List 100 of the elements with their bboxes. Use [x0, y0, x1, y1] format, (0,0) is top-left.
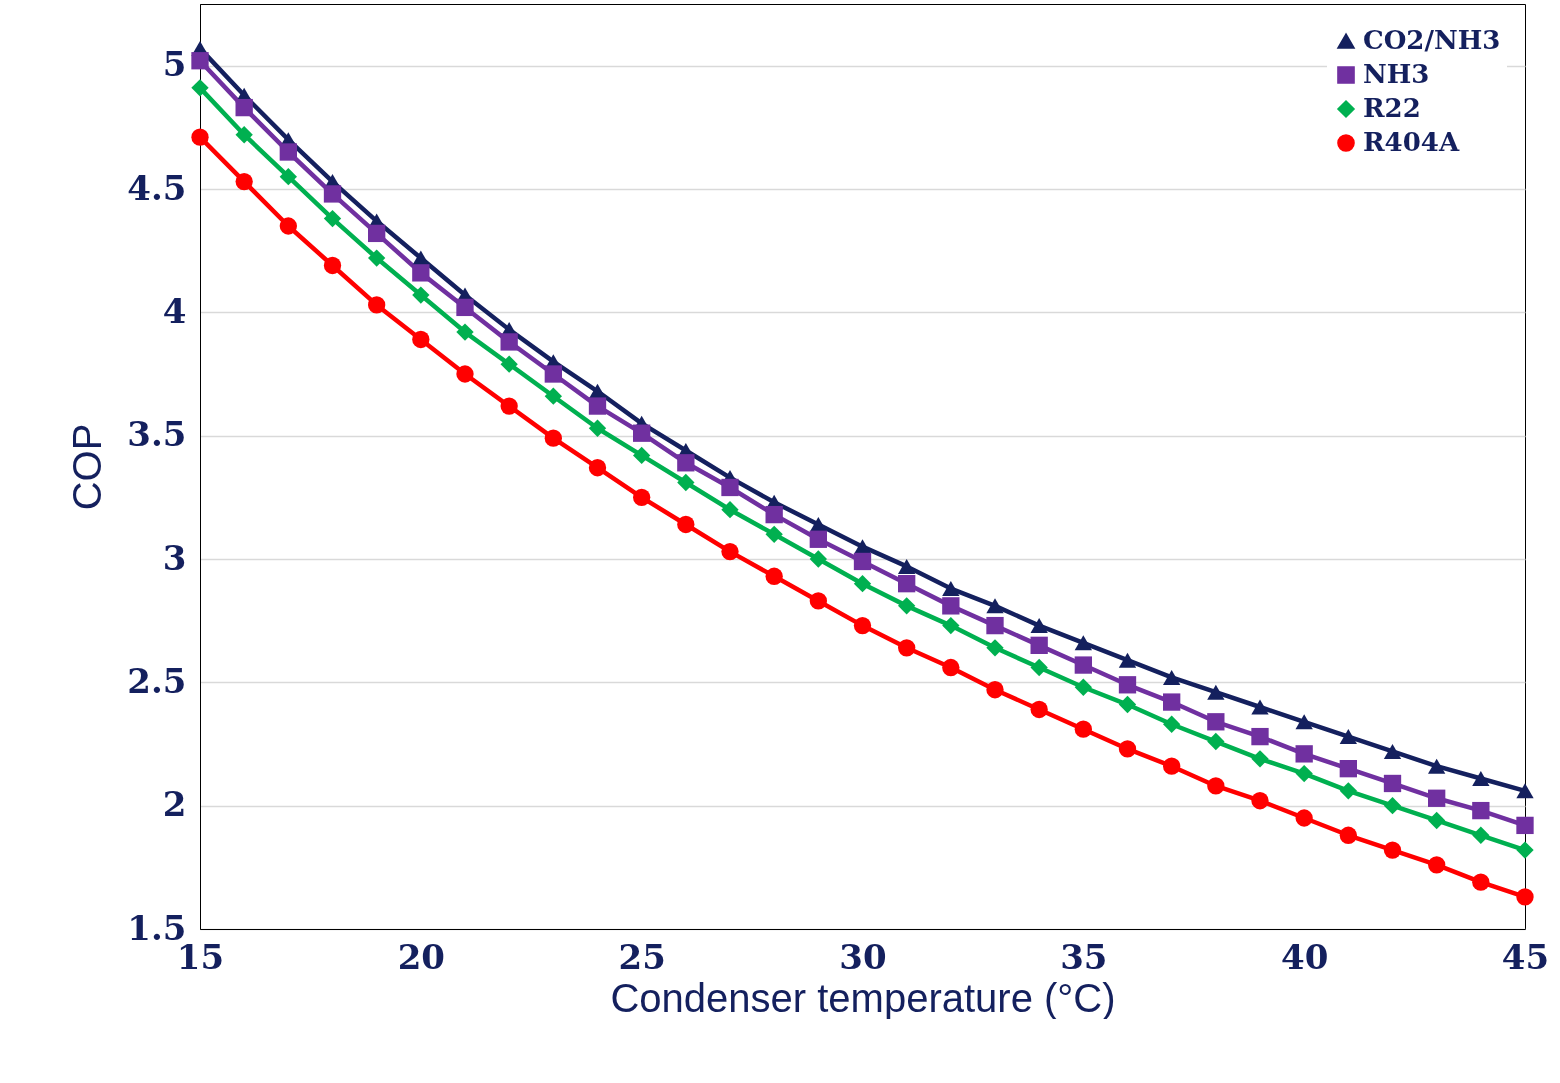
point — [1383, 841, 1402, 859]
point — [986, 616, 1004, 635]
point — [323, 256, 342, 275]
point — [1428, 758, 1446, 774]
point — [1339, 729, 1357, 745]
point — [942, 581, 960, 597]
point — [1118, 676, 1137, 694]
legend-label: R22 — [1363, 93, 1421, 123]
x-tick-label: 40 — [1281, 936, 1329, 977]
point — [368, 249, 386, 267]
point — [853, 552, 872, 571]
point — [1118, 740, 1137, 758]
point — [544, 387, 562, 405]
point — [1030, 618, 1048, 634]
point — [1295, 714, 1313, 730]
point — [323, 185, 342, 203]
point — [1472, 771, 1490, 787]
legend-label: NH3 — [1363, 59, 1430, 89]
point — [191, 79, 209, 97]
point — [1383, 774, 1402, 793]
y-tick-label: 5 — [162, 44, 187, 85]
point — [500, 333, 518, 351]
point — [1428, 811, 1446, 830]
point — [765, 525, 783, 543]
y-tick-label: 4.5 — [127, 167, 187, 208]
point — [191, 52, 209, 70]
point — [1516, 888, 1534, 906]
point — [1428, 789, 1446, 807]
point — [235, 98, 253, 117]
point — [633, 488, 651, 506]
point — [633, 424, 651, 442]
x-tick-label: 20 — [397, 936, 445, 977]
point — [235, 126, 253, 144]
point — [809, 592, 827, 610]
point — [1251, 699, 1269, 715]
point — [986, 681, 1004, 699]
point — [1516, 816, 1534, 835]
point — [412, 330, 430, 349]
point — [1074, 635, 1092, 651]
point — [544, 429, 562, 447]
point — [500, 397, 518, 415]
point — [765, 505, 783, 524]
point — [1428, 856, 1446, 874]
point — [1207, 713, 1225, 731]
y-axis-title: COP — [65, 423, 110, 511]
y-tick-label: 2 — [162, 784, 187, 825]
x-tick-label: 45 — [1501, 936, 1550, 977]
point — [368, 296, 386, 314]
point — [1251, 750, 1269, 768]
point — [368, 224, 386, 243]
point — [1251, 792, 1269, 810]
point — [1383, 743, 1402, 759]
point — [677, 473, 695, 492]
point — [1163, 715, 1181, 733]
point — [1295, 809, 1313, 827]
point — [1383, 797, 1402, 815]
point — [456, 298, 474, 317]
point — [1251, 727, 1269, 746]
point — [1207, 777, 1225, 795]
point — [809, 530, 827, 548]
y-tick-label: 2.5 — [127, 660, 187, 701]
x-tick-label: 25 — [618, 936, 666, 977]
point — [721, 501, 739, 519]
point — [235, 172, 253, 191]
y-tick-label: 4 — [162, 290, 187, 331]
point — [942, 616, 960, 635]
y-tick-label: 3.5 — [127, 414, 187, 455]
point — [1118, 652, 1137, 668]
point — [323, 209, 342, 228]
point — [633, 446, 651, 465]
point — [1074, 678, 1092, 696]
point — [1030, 636, 1048, 654]
point — [1207, 732, 1225, 751]
point — [677, 454, 695, 472]
point — [500, 355, 518, 373]
point — [1516, 841, 1534, 859]
point — [588, 419, 607, 437]
point — [412, 264, 430, 282]
point — [456, 323, 474, 341]
point — [853, 575, 872, 593]
x-tick-label: 30 — [839, 936, 887, 977]
legend-label: R404A — [1363, 127, 1460, 157]
point — [853, 616, 872, 635]
point — [412, 286, 430, 304]
point — [765, 567, 783, 585]
point — [1472, 801, 1490, 820]
point — [456, 365, 474, 383]
point — [1339, 760, 1357, 778]
point — [1295, 745, 1313, 763]
point — [279, 168, 297, 186]
point — [1207, 684, 1225, 700]
point — [1030, 658, 1048, 677]
point — [986, 598, 1004, 614]
point — [898, 575, 916, 593]
point — [588, 459, 607, 477]
point — [898, 639, 916, 657]
x-tick-label: 35 — [1060, 936, 1108, 977]
point — [1163, 693, 1181, 711]
point — [1074, 720, 1092, 738]
legend-label: CO2/NH3 — [1363, 25, 1501, 55]
